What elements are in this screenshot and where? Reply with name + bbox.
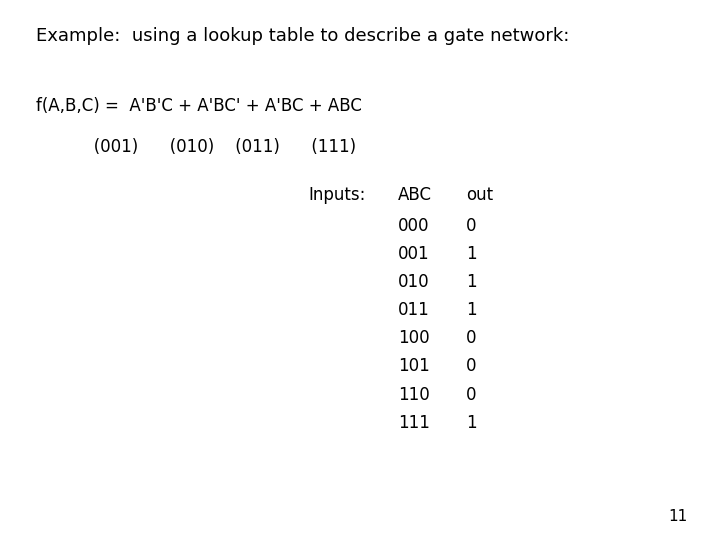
Text: 11: 11 [669, 509, 688, 524]
Text: 000: 000 [397, 217, 429, 235]
Text: 1: 1 [466, 301, 477, 319]
Text: 0: 0 [466, 217, 477, 235]
Text: 1: 1 [466, 273, 477, 291]
Text: 1: 1 [466, 245, 477, 263]
Text: 1: 1 [466, 414, 477, 431]
Text: 001: 001 [397, 245, 429, 263]
Text: 010: 010 [397, 273, 429, 291]
Text: (001)      (010)    (011)      (111): (001) (010) (011) (111) [36, 138, 356, 156]
Text: Example:  using a lookup table to describe a gate network:: Example: using a lookup table to describ… [36, 27, 570, 45]
Text: 110: 110 [397, 386, 430, 403]
Text: 101: 101 [397, 357, 430, 375]
Text: f(A,B,C) =  A'B'C + A'BC' + A'BC + ABC: f(A,B,C) = A'B'C + A'BC' + A'BC + ABC [36, 97, 361, 115]
Text: ABC: ABC [397, 186, 432, 204]
Text: 0: 0 [466, 357, 477, 375]
Text: 100: 100 [397, 329, 429, 347]
Text: 011: 011 [397, 301, 430, 319]
Text: 0: 0 [466, 329, 477, 347]
Text: out: out [466, 186, 493, 204]
Text: 111: 111 [397, 414, 430, 431]
Text: 0: 0 [466, 386, 477, 403]
Text: Inputs:: Inputs: [308, 186, 366, 204]
